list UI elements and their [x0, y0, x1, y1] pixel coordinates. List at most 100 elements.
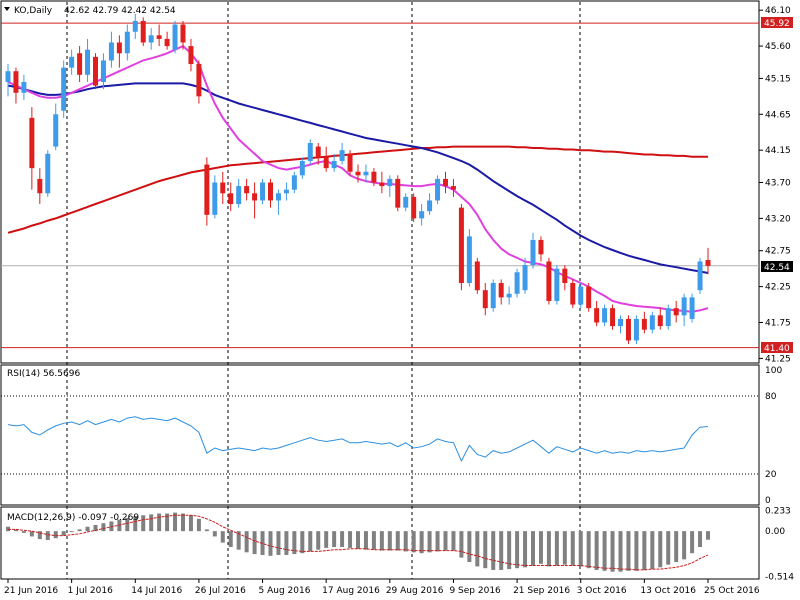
candle — [705, 247, 711, 275]
candle-body — [458, 207, 464, 284]
macd-bar — [499, 531, 504, 570]
candle-body — [268, 182, 273, 201]
candle-body — [411, 196, 417, 219]
price-tick-label: 45.60 — [765, 42, 791, 52]
candle-body — [665, 308, 671, 327]
time-tick-label: 25 Oct 2016 — [704, 586, 760, 596]
candle-body — [21, 81, 27, 93]
candle-body — [260, 182, 266, 201]
level-lines — [1, 22, 759, 475]
candle-body — [244, 186, 250, 194]
candle — [458, 204, 464, 291]
candle-body — [705, 260, 711, 266]
macd-bar — [308, 531, 313, 552]
macd-bar — [531, 531, 535, 566]
candle — [506, 286, 512, 305]
period-separators — [66, 2, 581, 579]
candle — [188, 38, 194, 72]
dropdown-triangle-icon[interactable] — [4, 7, 10, 11]
symbol-label: KO,Daily — [14, 6, 53, 16]
candle-body — [355, 171, 361, 176]
macd-bar — [77, 529, 82, 532]
candle — [649, 311, 655, 334]
macd-bar — [149, 514, 154, 532]
price-tick-label: 42.75 — [765, 247, 791, 257]
macd-bar — [284, 531, 289, 555]
ma-mid-line — [7, 82, 709, 274]
candle — [244, 178, 250, 201]
candle — [379, 171, 385, 194]
macd-bar — [395, 531, 400, 551]
candle — [443, 171, 448, 194]
candle-body — [450, 186, 456, 190]
candle-body — [633, 318, 639, 341]
candle-body — [140, 20, 146, 43]
candle-body — [13, 71, 19, 93]
candle-body — [387, 178, 393, 187]
macd-bar — [578, 531, 583, 567]
candle — [172, 20, 178, 54]
candle-body — [29, 117, 35, 169]
time-tick-label: 13 Oct 2016 — [640, 586, 696, 596]
candle-body — [228, 193, 234, 205]
macd-bar — [356, 531, 360, 549]
candle-body — [466, 236, 472, 284]
candle-body — [100, 60, 106, 82]
candle-body — [371, 171, 377, 183]
macd-bar — [141, 515, 146, 532]
candle-body — [443, 178, 448, 187]
macd-bar — [451, 531, 456, 551]
price-tick-label: 41.75 — [765, 319, 791, 329]
candle-body — [641, 318, 647, 330]
candle-body — [69, 56, 75, 68]
candle-body — [116, 42, 122, 54]
chart-header: KO,Daily 42.62 42.79 42.42 42.54 — [4, 6, 176, 16]
candle-body — [403, 196, 409, 208]
candle — [371, 168, 377, 187]
time-tick-label: 26 Jul 2016 — [195, 586, 246, 596]
macd-bar — [157, 513, 162, 532]
candle — [625, 315, 631, 345]
macd-bar — [348, 531, 353, 548]
macd-bar — [133, 516, 138, 532]
time-tick-label: 1 Jul 2016 — [68, 586, 113, 596]
macd-bar — [37, 531, 42, 540]
candle — [299, 157, 305, 179]
candle-body — [220, 182, 226, 194]
candle-body — [93, 56, 98, 86]
candle-body — [546, 261, 552, 301]
candle-body — [347, 153, 353, 172]
macd-bar — [483, 531, 488, 569]
macd-bar — [125, 517, 130, 532]
candle — [100, 53, 106, 90]
candle-body — [156, 35, 162, 39]
candle — [236, 178, 242, 208]
macd-bar — [324, 531, 329, 548]
candle-body — [578, 286, 584, 305]
candle-body — [673, 308, 679, 316]
price-tick-label: 44.15 — [765, 146, 791, 156]
candle-body — [379, 182, 385, 187]
candle — [673, 300, 679, 323]
rsi-pane-frame — [0, 364, 760, 506]
macd-bar — [93, 524, 98, 532]
candle — [570, 279, 576, 309]
candle-body — [681, 297, 687, 316]
candle — [641, 311, 647, 334]
candle — [387, 175, 393, 197]
candle-body — [164, 38, 170, 47]
price-tick-label: 41.25 — [765, 354, 791, 364]
macd-bar — [292, 531, 297, 555]
macd-tick-label: 0.233 — [765, 507, 791, 517]
price-tick-label: 45.15 — [765, 74, 791, 84]
candle — [228, 182, 234, 212]
candle — [586, 283, 592, 312]
candle-body — [180, 24, 186, 43]
price-tick-label: 42.25 — [765, 283, 791, 293]
macd-bar — [379, 531, 384, 551]
candle — [681, 293, 687, 327]
macd-bar — [650, 531, 655, 570]
candle — [594, 300, 600, 327]
candle-body — [419, 211, 425, 219]
macd-bar — [491, 531, 496, 570]
